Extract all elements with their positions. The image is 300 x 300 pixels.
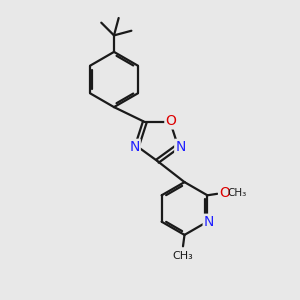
Text: O: O: [165, 114, 176, 128]
Text: N: N: [175, 140, 186, 154]
Text: O: O: [219, 186, 230, 200]
Text: CH₃: CH₃: [227, 188, 246, 198]
Text: N: N: [204, 215, 214, 229]
Text: N: N: [129, 140, 140, 154]
Text: CH₃: CH₃: [172, 251, 194, 261]
